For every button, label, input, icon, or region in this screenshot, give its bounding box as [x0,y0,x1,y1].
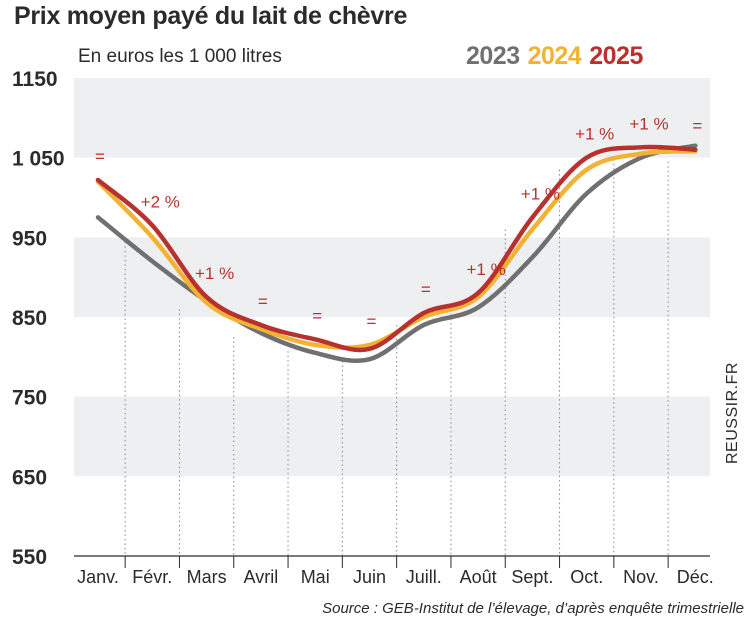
x-tick-label: Févr. [132,567,172,587]
x-tick-label: Mars [187,567,227,587]
variation-annotation: +1 % [195,264,234,283]
variation-annotation: +1 % [575,125,614,144]
variation-annotation: = [258,292,268,311]
y-tick-label: 850 [12,307,47,330]
variation-annotation: +1 % [521,184,560,203]
legend-2023: 2023 [466,42,520,70]
x-tick-label: Août [460,567,497,587]
y-tick-label: 1 050 [12,148,65,171]
y-tick-label: 1150 [12,68,58,91]
grid-band [74,237,710,317]
y-tick-label: 950 [12,227,47,250]
source-note: Source : GEB-Institut de l’élevage, d’ap… [322,600,744,617]
x-tick-label: Déc. [677,567,714,587]
y-tick-label: 750 [12,387,47,410]
variation-annotation: = [95,147,105,166]
x-tick-label: Avril [244,567,279,587]
x-tick-label: Sept. [511,567,553,587]
y-tick-label: 650 [12,466,47,489]
grid-band [74,396,710,477]
variation-annotation: = [692,117,702,136]
legend-2025: 2025 [589,42,643,70]
x-tick-label: Oct. [570,567,603,587]
x-tick-label: Janv. [77,567,119,587]
grid-band [74,78,710,158]
variation-annotation: = [312,306,322,325]
variation-annotation: = [421,280,431,299]
variation-annotation: +1 % [466,260,505,279]
chart-title: Prix moyen payé du lait de chèvre [14,2,408,30]
variation-annotation: +1 % [629,114,668,133]
legend-2024: 2024 [527,42,582,70]
x-tick-label: Nov. [623,567,659,587]
x-tick-label: Mai [301,567,330,587]
y-tick-label: 550 [12,546,47,569]
series-line-2025 [95,144,698,353]
x-tick-label: Juill. [406,567,442,587]
site-credit: REUSSIR.FR [724,362,741,464]
variation-annotation: = [367,312,377,331]
x-tick-label: Juin [353,567,386,587]
legend: 2023 2024 2025 [466,42,651,71]
chart-subtitle: En euros les 1 000 litres [78,46,282,67]
variation-annotation: +2 % [141,192,180,211]
